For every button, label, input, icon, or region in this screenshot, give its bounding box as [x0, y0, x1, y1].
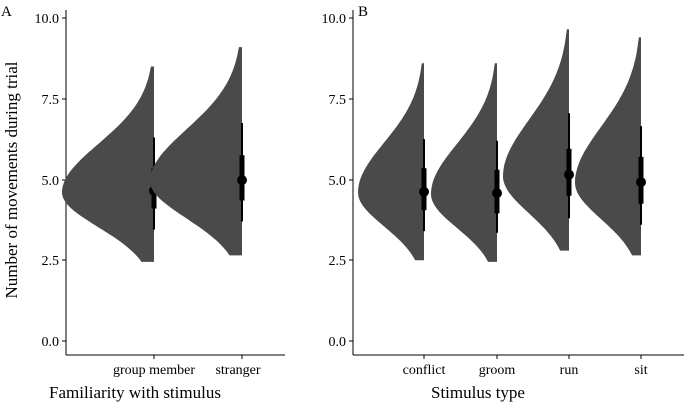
panel-b-median-point-run — [564, 169, 574, 180]
panel-b-ytick-label-3: 7.5 — [329, 93, 347, 108]
panel-a-xtick-label-1: stranger — [215, 363, 260, 378]
panel-b-y-ticks: 0.0 2.5 5.0 7.5 10.0 — [322, 12, 353, 350]
panel-b-x-ticks: conflict groom run sit — [403, 355, 648, 378]
panel-b-median-point-conflict — [419, 186, 429, 197]
panel-b-xtick-label-3: sit — [634, 363, 647, 378]
panel-b: B 0.0 2.5 5.0 7.5 10.0 conflict groom ru… — [322, 4, 684, 402]
panel-b-xtick-label-2: run — [560, 363, 579, 378]
panel-b-density-run — [503, 29, 569, 251]
panel-a-ytick-label-2: 5.0 — [42, 174, 60, 189]
panel-a-density-group-member — [62, 66, 154, 262]
panel-b-marks — [358, 29, 646, 262]
panel-b-median-point-sit — [636, 177, 646, 188]
panel-a-label: A — [1, 4, 12, 20]
panel-a-median-point-stranger — [237, 175, 247, 186]
panel-a-density-stranger — [150, 47, 242, 256]
panel-a-marks — [62, 47, 247, 262]
panel-a-ytick-label-1: 2.5 — [42, 254, 60, 269]
panel-a-xtick-label-0: group member — [113, 363, 195, 378]
panel-b-density-groom — [431, 63, 497, 262]
panel-b-label: B — [358, 4, 368, 20]
y-axis-title: Number of movements during trial — [2, 61, 21, 298]
panel-b-density-conflict — [358, 63, 424, 261]
panel-a: A 0.0 2.5 5.0 7.5 10.0 group member stra… — [1, 4, 285, 402]
panel-b-density-sit — [575, 37, 641, 256]
panel-b-x-axis-title: Stimulus type — [431, 383, 525, 402]
panel-a-x-axis-title: Familiarity with stimulus — [49, 383, 221, 402]
panel-a-ytick-label-4: 10.0 — [35, 12, 60, 27]
panel-b-xtick-label-0: conflict — [403, 363, 446, 378]
panel-a-ytick-label-0: 0.0 — [42, 335, 60, 350]
panel-b-ytick-label-4: 10.0 — [322, 12, 347, 27]
panel-b-ytick-label-1: 2.5 — [329, 254, 347, 269]
panel-b-ytick-label-2: 5.0 — [329, 174, 347, 189]
panel-a-y-ticks: 0.0 2.5 5.0 7.5 10.0 — [35, 12, 66, 350]
panel-b-median-point-groom — [492, 188, 502, 199]
panel-b-xtick-label-1: groom — [479, 363, 516, 378]
panel-a-ytick-label-3: 7.5 — [42, 93, 60, 108]
panel-b-ytick-label-0: 0.0 — [329, 335, 347, 350]
panel-a-x-ticks: group member stranger — [113, 355, 261, 378]
